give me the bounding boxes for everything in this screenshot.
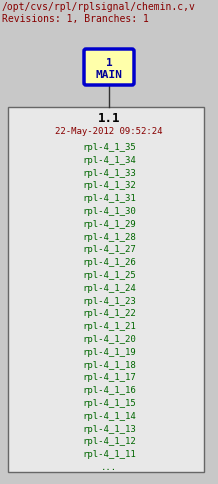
Text: rpl-4_1_18: rpl-4_1_18 (82, 360, 136, 369)
Text: rpl-4_1_24: rpl-4_1_24 (82, 283, 136, 292)
Text: rpl-4_1_32: rpl-4_1_32 (82, 181, 136, 190)
Text: rpl-4_1_26: rpl-4_1_26 (82, 257, 136, 267)
Text: 22-May-2012 09:52:24: 22-May-2012 09:52:24 (55, 127, 163, 136)
Text: ...: ... (101, 462, 117, 471)
Text: rpl-4_1_22: rpl-4_1_22 (82, 309, 136, 318)
Text: rpl-4_1_11: rpl-4_1_11 (82, 449, 136, 458)
Text: rpl-4_1_23: rpl-4_1_23 (82, 296, 136, 305)
Text: rpl-4_1_12: rpl-4_1_12 (82, 437, 136, 445)
Bar (8, 108, 204, 472)
Text: rpl-4_1_27: rpl-4_1_27 (82, 245, 136, 254)
FancyBboxPatch shape (84, 50, 134, 86)
Text: rpl-4_1_35: rpl-4_1_35 (82, 143, 136, 151)
Text: /opt/cvs/rpl/rplsignal/chemin.c,v: /opt/cvs/rpl/rplsignal/chemin.c,v (2, 2, 196, 12)
Text: rpl-4_1_21: rpl-4_1_21 (82, 321, 136, 331)
Text: rpl-4_1_16: rpl-4_1_16 (82, 385, 136, 394)
Text: rpl-4_1_19: rpl-4_1_19 (82, 347, 136, 356)
Text: MAIN: MAIN (95, 70, 123, 80)
Text: rpl-4_1_20: rpl-4_1_20 (82, 334, 136, 343)
Text: rpl-4_1_15: rpl-4_1_15 (82, 398, 136, 407)
Text: rpl-4_1_13: rpl-4_1_13 (82, 424, 136, 433)
Text: rpl-4_1_34: rpl-4_1_34 (82, 155, 136, 165)
Text: rpl-4_1_28: rpl-4_1_28 (82, 232, 136, 241)
Text: rpl-4_1_14: rpl-4_1_14 (82, 411, 136, 420)
Text: rpl-4_1_25: rpl-4_1_25 (82, 271, 136, 279)
Text: rpl-4_1_17: rpl-4_1_17 (82, 373, 136, 381)
Text: rpl-4_1_29: rpl-4_1_29 (82, 219, 136, 228)
Text: rpl-4_1_31: rpl-4_1_31 (82, 194, 136, 203)
Text: rpl-4_1_30: rpl-4_1_30 (82, 207, 136, 215)
Text: Revisions: 1, Branches: 1: Revisions: 1, Branches: 1 (2, 14, 149, 24)
Text: 1.1: 1.1 (98, 112, 120, 125)
Text: 1: 1 (106, 58, 112, 68)
Text: rpl-4_1_33: rpl-4_1_33 (82, 168, 136, 177)
